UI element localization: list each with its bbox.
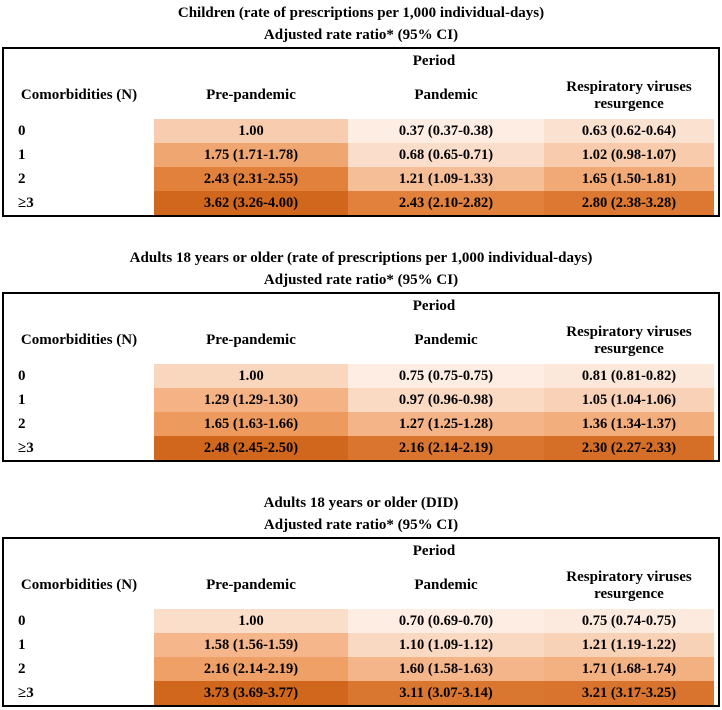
rate-cell: 2.16 (2.14-2.19) [154,657,348,681]
row-label: 0 [4,119,154,143]
col-header-pre-pandemic: Pre-pandemic [206,332,296,349]
table-row: 1 1.29 (1.29-1.30) 0.97 (0.96-0.98) 1.05 (1… [4,388,718,412]
rate-cell: 1.00 [154,119,348,143]
period-header: Period [412,543,456,559]
table-body: 0 1.00 0.37 (0.37-0.38) 0.63 (0.62-0.64) 1 1.… [4,119,718,215]
row-label: 2 [4,657,154,681]
row-dimension-header: Comorbidities (N) [20,577,138,594]
heatmap-table-adults-did: Adults 18 years or older (DID) Adjusted … [0,492,722,707]
table-title: Adults 18 years or older (DID) [263,495,459,511]
column-header-row: Comorbidities (N) Pre-pandemic Pandemic … [4,318,718,364]
table-title: Adults 18 years or older (rate of prescr… [129,250,593,266]
period-header-row: Period [4,539,718,563]
table-body: 0 1.00 0.75 (0.75-0.75) 0.81 (0.81-0.82) 1 1.… [4,364,718,460]
row-dimension-header: Comorbidities (N) [20,332,138,349]
row-label: 1 [4,143,154,167]
period-header-row: Period [4,49,718,73]
rate-cell: 2.43 (2.10-2.82) [348,191,544,215]
table-subtitle: Adjusted rate ratio* (95% CI) [263,272,459,288]
table: Period Comorbidities (N) Pre-pandemic Pa… [2,292,720,462]
rate-cell: 1.75 (1.71-1.78) [154,143,348,167]
table-row: 0 1.00 0.70 (0.69-0.70) 0.75 (0.74-0.75) [4,609,718,633]
rate-cell: 2.80 (2.38-3.28) [544,191,714,215]
rate-cell: 1.27 (1.25-1.28) [348,412,544,436]
row-label: 0 [4,364,154,388]
col-header-pandemic: Pandemic [414,332,478,349]
rate-cell: 0.63 (0.62-0.64) [544,119,714,143]
rate-cell: 1.21 (1.19-1.22) [544,633,714,657]
rate-cell: 0.81 (0.81-0.82) [544,364,714,388]
rate-cell: 1.05 (1.04-1.06) [544,388,714,412]
corner-spacer [4,49,154,73]
rate-cell: 1.58 (1.56-1.59) [154,633,348,657]
table-subtitle: Adjusted rate ratio* (95% CI) [263,517,459,533]
table-row: ≥3 2.48 (2.45-2.50) 2.16 (2.14-2.19) 2.30 (… [4,436,718,460]
row-label: 0 [4,609,154,633]
rate-cell: 1.65 (1.50-1.81) [544,167,714,191]
rate-cell: 2.43 (2.31-2.55) [154,167,348,191]
rate-cell: 0.97 (0.96-0.98) [348,388,544,412]
table-row: 0 1.00 0.75 (0.75-0.75) 0.81 (0.81-0.82) [4,364,718,388]
row-dimension-header: Comorbidities (N) [20,87,138,104]
rate-cell: 1.71 (1.68-1.74) [544,657,714,681]
table-row: 1 1.75 (1.71-1.78) 0.68 (0.65-0.71) 1.02 (0… [4,143,718,167]
table-row: 0 1.00 0.37 (0.37-0.38) 0.63 (0.62-0.64) [4,119,718,143]
period-header: Period [412,53,456,69]
heatmap-table-adults-rate: Adults 18 years or older (rate of prescr… [0,247,722,462]
rate-cell: 3.11 (3.07-3.14) [348,681,544,705]
heatmap-table-children: Children (rate of prescriptions per 1,00… [0,2,722,217]
row-label: ≥3 [4,436,154,460]
rate-cell: 0.70 (0.69-0.70) [348,609,544,633]
rate-cell: 0.37 (0.37-0.38) [348,119,544,143]
table-row: 2 2.43 (2.31-2.55) 1.21 (1.09-1.33) 1.65 (1… [4,167,718,191]
table: Period Comorbidities (N) Pre-pandemic Pa… [2,47,720,217]
rate-cell: 3.21 (3.17-3.25) [544,681,714,705]
table-title: Children (rate of prescriptions per 1,00… [177,5,545,21]
rate-cell: 1.36 (1.34-1.37) [544,412,714,436]
table-subtitle: Adjusted rate ratio* (95% CI) [263,27,459,43]
rate-cell: 3.73 (3.69-3.77) [154,681,348,705]
rate-cell: 2.16 (2.14-2.19) [348,436,544,460]
row-label: ≥3 [4,681,154,705]
row-label: 2 [4,412,154,436]
period-header-row: Period [4,294,718,318]
rate-cell: 0.75 (0.74-0.75) [544,609,714,633]
rate-cell: 1.10 (1.09-1.12) [348,633,544,657]
rate-cell: 0.68 (0.65-0.71) [348,143,544,167]
rate-cell: 0.75 (0.75-0.75) [348,364,544,388]
rate-cell: 3.62 (3.26-4.00) [154,191,348,215]
rate-cell: 2.48 (2.45-2.50) [154,436,348,460]
table-row: 2 2.16 (2.14-2.19) 1.60 (1.58-1.63) 1.71 (1… [4,657,718,681]
col-header-pre-pandemic: Pre-pandemic [206,87,296,104]
col-header-resurgence: Respiratory viruses resurgence [566,323,692,357]
rate-cell: 1.02 (0.98-1.07) [544,143,714,167]
column-header-row: Comorbidities (N) Pre-pandemic Pandemic … [4,73,718,119]
row-label: 1 [4,633,154,657]
rate-cell: 1.00 [154,609,348,633]
rate-cell: 1.21 (1.09-1.33) [348,167,544,191]
table-row: ≥3 3.73 (3.69-3.77) 3.11 (3.07-3.14) 3.21 (… [4,681,718,705]
col-header-pandemic: Pandemic [414,87,478,104]
col-header-resurgence: Respiratory viruses resurgence [566,78,692,112]
row-label: 2 [4,167,154,191]
col-header-resurgence: Respiratory viruses resurgence [566,568,692,602]
table-row: 2 1.65 (1.63-1.66) 1.27 (1.25-1.28) 1.36 (1… [4,412,718,436]
col-header-pandemic: Pandemic [414,577,478,594]
table: Period Comorbidities (N) Pre-pandemic Pa… [2,537,720,707]
rate-cell: 1.00 [154,364,348,388]
rate-cell: 1.65 (1.63-1.66) [154,412,348,436]
table-body: 0 1.00 0.70 (0.69-0.70) 0.75 (0.74-0.75) 1 1.… [4,609,718,705]
rate-cell: 1.29 (1.29-1.30) [154,388,348,412]
table-row: ≥3 3.62 (3.26-4.00) 2.43 (2.10-2.82) 2.80 (… [4,191,718,215]
col-header-pre-pandemic: Pre-pandemic [206,577,296,594]
row-label: ≥3 [4,191,154,215]
row-label: 1 [4,388,154,412]
period-header: Period [412,298,456,314]
rate-cell: 1.60 (1.58-1.63) [348,657,544,681]
rate-cell: 2.30 (2.27-2.33) [544,436,714,460]
column-header-row: Comorbidities (N) Pre-pandemic Pandemic … [4,563,718,609]
corner-spacer [4,539,154,563]
table-row: 1 1.58 (1.56-1.59) 1.10 (1.09-1.12) 1.21 (1… [4,633,718,657]
corner-spacer [4,294,154,318]
